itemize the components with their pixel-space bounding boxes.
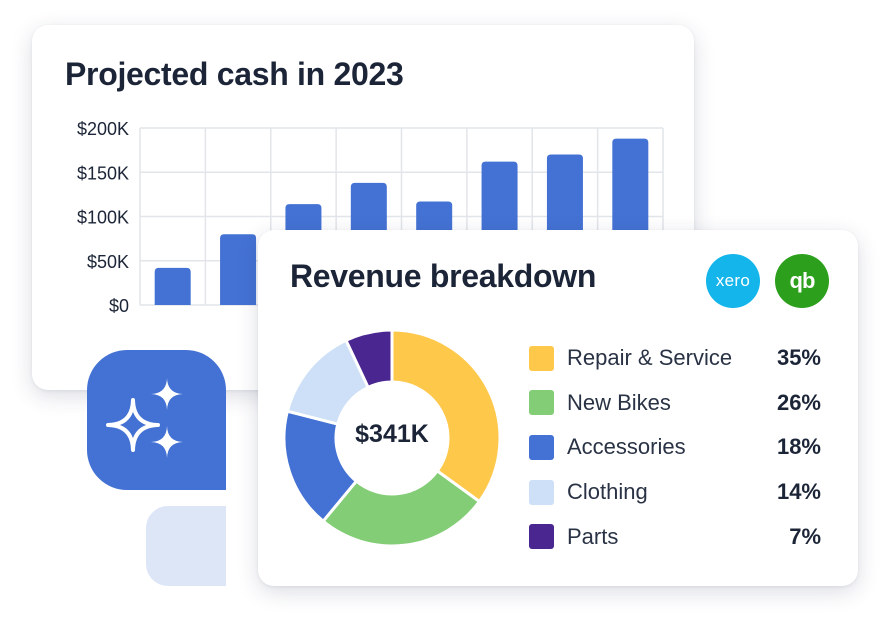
- decor-tile-light: [146, 506, 226, 586]
- decor-tile: [87, 350, 226, 490]
- legend-percent: 18%: [776, 434, 821, 460]
- y-tick-label: $0: [109, 296, 129, 316]
- donut-slice: [344, 328, 394, 389]
- legend-percent: 35%: [776, 345, 821, 371]
- legend-label: Accessories: [567, 434, 686, 460]
- legend-label: New Bikes: [567, 389, 671, 415]
- cash-bar: [154, 267, 191, 305]
- legend-item: Clothing 14%: [529, 470, 829, 515]
- xero-logo-text: xero: [715, 271, 751, 290]
- legend-swatch: [529, 345, 554, 371]
- donut-slice: [321, 469, 481, 548]
- legend-swatch: [529, 390, 554, 416]
- donut-total-label: $341K: [355, 420, 429, 448]
- y-tick-label: $100K: [77, 208, 129, 228]
- donut-slice: [390, 328, 502, 503]
- legend-percent: 14%: [776, 479, 821, 505]
- legend-percent: 7%: [789, 523, 821, 549]
- y-tick-label: $50K: [87, 252, 129, 272]
- legend-swatch: [529, 434, 554, 460]
- legend-item: Repair & Service 35%: [529, 336, 829, 381]
- cash-bar: [220, 234, 257, 305]
- cash-chart-title: Projected cash in 2023: [65, 56, 404, 92]
- quickbooks-logo-text: qb: [789, 268, 816, 293]
- revenue-breakdown-title: Revenue breakdown: [290, 258, 597, 294]
- y-tick-label: $200K: [77, 119, 129, 139]
- legend-item: New Bikes 26%: [529, 381, 829, 426]
- donut-legend: Repair & Service 35% New Bikes 26% Accessori…: [529, 336, 829, 559]
- revenue-breakdown-card: Revenue breakdown xero qb $341K Repair &…: [258, 230, 858, 586]
- legend-item: Parts 7%: [529, 514, 829, 559]
- legend-label: Parts: [567, 523, 619, 549]
- legend-item: Accessories 18%: [529, 425, 829, 470]
- y-tick-label: $150K: [77, 163, 129, 183]
- quickbooks-logo: qb: [775, 254, 829, 308]
- legend-swatch: [529, 479, 554, 505]
- revenue-donut-chart: [282, 328, 502, 548]
- xero-logo: xero: [706, 254, 760, 308]
- legend-label: Clothing: [567, 479, 648, 505]
- legend-swatch: [529, 524, 554, 550]
- legend-percent: 26%: [776, 389, 821, 415]
- legend-label: Repair & Service: [567, 345, 733, 371]
- sparkle-icon: [106, 378, 183, 458]
